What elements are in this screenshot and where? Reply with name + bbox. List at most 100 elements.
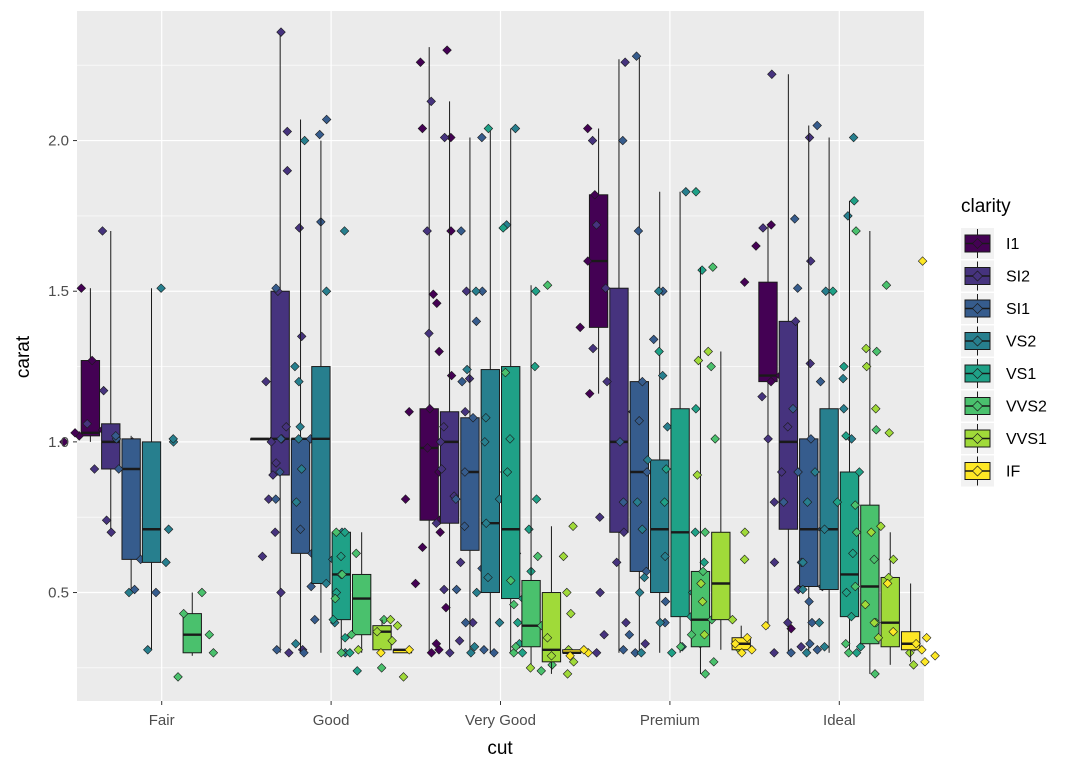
data-point [709, 657, 719, 667]
data-point [783, 617, 793, 628]
data-point [151, 587, 161, 598]
y-tick-label: 2.0 [48, 133, 69, 150]
data-point [602, 376, 612, 387]
data-point [178, 608, 189, 619]
data-point [446, 226, 456, 236]
data-point [582, 123, 593, 134]
data-point [575, 322, 585, 333]
data-point [562, 669, 573, 679]
data-point [855, 642, 866, 652]
data-point [271, 283, 281, 293]
data-point [698, 566, 708, 577]
box-if-very-good [562, 645, 593, 661]
data-point [810, 467, 820, 477]
legend-key-point [972, 303, 983, 314]
data-point [843, 648, 854, 658]
data-point [173, 672, 183, 682]
data-point [417, 123, 428, 134]
data-point [294, 223, 305, 233]
data-point [618, 645, 629, 655]
box-body [711, 531, 731, 621]
box-body [609, 287, 629, 533]
data-point [841, 431, 851, 441]
data-point [372, 626, 382, 637]
data-point [699, 557, 709, 568]
data-point [621, 617, 631, 628]
data-point [436, 464, 447, 474]
data-point [870, 669, 880, 679]
data-point [562, 587, 572, 598]
data-point [815, 376, 826, 387]
data-point [339, 226, 350, 236]
data-point [584, 388, 595, 399]
data-point [788, 404, 798, 414]
data-point [620, 57, 630, 67]
data-point [445, 648, 455, 658]
data-point [76, 283, 87, 293]
data-point [801, 648, 812, 658]
data-point [659, 497, 670, 507]
box-si2-good [257, 27, 308, 658]
data-point [767, 69, 777, 79]
data-point [510, 123, 521, 134]
box-vs1-premium [654, 187, 709, 658]
box-vvs2-good [330, 527, 389, 673]
box-body [819, 408, 839, 591]
data-point [841, 587, 852, 598]
data-point [832, 497, 843, 507]
data-point [168, 434, 178, 444]
data-point [790, 316, 801, 327]
data-point [432, 298, 442, 308]
data-point [531, 494, 542, 504]
data-point [921, 633, 932, 643]
data-point [266, 437, 277, 447]
data-point [599, 629, 609, 640]
data-point [710, 434, 720, 444]
data-point [696, 578, 706, 589]
data-point [766, 376, 776, 387]
data-point [542, 280, 553, 290]
data-point [299, 135, 310, 146]
data-point [336, 648, 347, 658]
data-point [517, 648, 528, 658]
data-point [882, 578, 893, 589]
x-tick-label: Very Good [465, 712, 536, 729]
data-point [591, 648, 602, 658]
data-point [546, 651, 557, 661]
data-point [331, 527, 342, 537]
data-point [435, 437, 446, 447]
data-point [618, 497, 629, 507]
data-point [588, 343, 598, 354]
data-point [306, 581, 316, 592]
data-point [806, 434, 816, 444]
data-point [143, 645, 153, 655]
data-point [642, 467, 652, 477]
data-point [494, 617, 505, 628]
data-point [618, 135, 628, 146]
data-point [692, 470, 703, 480]
data-point [299, 648, 309, 658]
x-tick-label: Fair [149, 712, 175, 729]
plot-marks [59, 27, 940, 682]
data-point [565, 651, 575, 661]
data-point [854, 467, 865, 477]
data-point [590, 190, 600, 200]
data-point [387, 636, 397, 646]
data-point [460, 617, 471, 628]
box-body [839, 471, 860, 618]
data-point [793, 467, 803, 477]
data-point [337, 569, 347, 580]
data-point [296, 464, 307, 474]
data-point [739, 277, 750, 287]
data-point [819, 642, 830, 652]
data-point [828, 286, 838, 296]
data-point [911, 639, 921, 649]
legend-item-vs2: VS2 [961, 325, 1036, 357]
legend-label: VVS2 [1006, 399, 1047, 416]
data-point [471, 587, 482, 598]
y-tick-label: 0.5 [48, 585, 69, 602]
data-point [441, 602, 451, 613]
data-point [846, 611, 857, 622]
x-axis-title: cut [487, 738, 513, 759]
